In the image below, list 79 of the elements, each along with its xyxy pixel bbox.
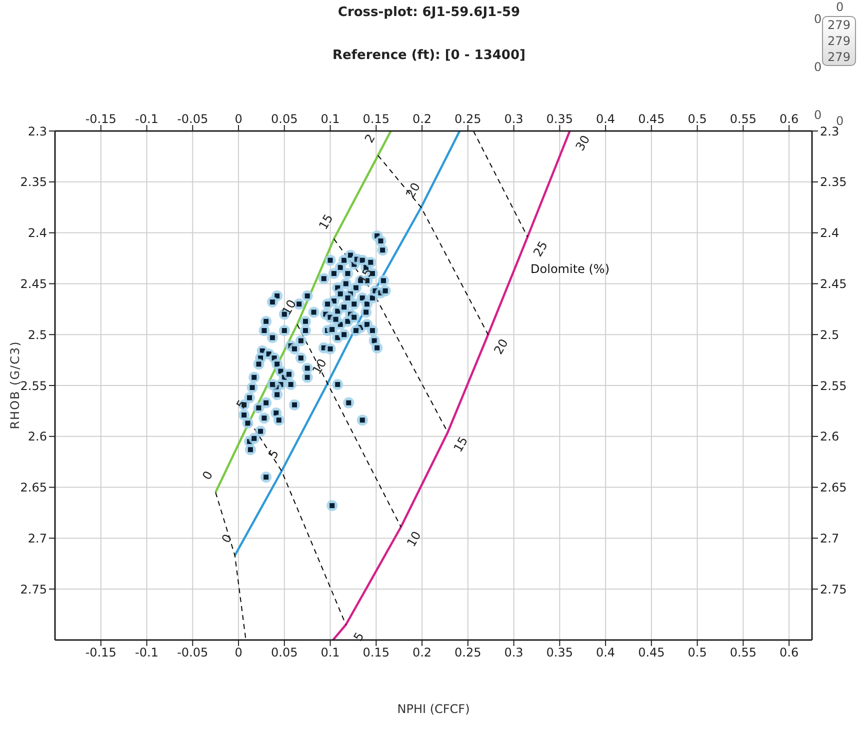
x-tick-label: 0.5 bbox=[688, 112, 707, 126]
chart-subtitle: Reference (ft): [0 - 13400] bbox=[332, 48, 526, 63]
y-tick-label: 2.6 bbox=[28, 430, 47, 444]
annotation: 5 bbox=[234, 397, 250, 411]
x2-tick-label: 0.5 bbox=[688, 646, 707, 660]
text: 279 bbox=[826, 49, 852, 65]
x-tick-label: -0.1 bbox=[135, 112, 158, 126]
annotation: 20 bbox=[491, 336, 511, 357]
y2-tick-label: 2.45 bbox=[820, 276, 847, 291]
x-tick-label: 0.25 bbox=[454, 112, 482, 126]
y2-tick-label: 2.35 bbox=[820, 175, 847, 190]
y-tick-label: 2.75 bbox=[20, 582, 47, 596]
annotation: 5 bbox=[266, 447, 282, 461]
annotation: 2 bbox=[362, 132, 378, 146]
y-tick-label: 2.45 bbox=[20, 276, 47, 291]
x-tick-label: 0.05 bbox=[271, 112, 298, 126]
annotation: 30 bbox=[572, 132, 593, 154]
x-axis-title: NPHI (CFCF) bbox=[396, 702, 471, 716]
y-tick-label: 2.65 bbox=[20, 480, 47, 495]
annotation: 10 bbox=[310, 356, 330, 377]
text: 279 bbox=[826, 17, 852, 33]
y-tick-label: 2.7 bbox=[28, 531, 47, 546]
annotation: 15 bbox=[450, 434, 471, 454]
y-tick-label: 2.3 bbox=[28, 124, 47, 138]
x2-tick-label: -0.05 bbox=[177, 646, 208, 660]
y2-tick-label: 2.7 bbox=[820, 531, 840, 546]
y2-tick-label: 2.75 bbox=[820, 582, 847, 596]
annotation: 0 bbox=[218, 532, 235, 546]
x-tick-label: 0.15 bbox=[362, 112, 390, 126]
annotation: 25 bbox=[530, 238, 550, 259]
annotation: 15 bbox=[356, 266, 376, 286]
y-axis-title: RHOB (G/C3) bbox=[8, 340, 22, 432]
y-tick-label: 2.4 bbox=[28, 226, 47, 240]
x-tick-label: -0.15 bbox=[85, 112, 116, 126]
x-tick-label: 0.4 bbox=[596, 112, 616, 126]
y2-tick-label: 2.5 bbox=[820, 328, 840, 342]
y2-tick-label: 2.3 bbox=[820, 124, 840, 138]
x2-tick-label: 0.1 bbox=[320, 646, 340, 660]
annotation: 20 bbox=[403, 180, 423, 200]
annotation: 10 bbox=[404, 528, 424, 550]
text: 0 bbox=[814, 12, 822, 26]
y2-tick-label: 2.4 bbox=[820, 226, 840, 240]
x2-tick-label: 0 bbox=[234, 646, 242, 660]
x2-tick-label: 0.3 bbox=[504, 646, 524, 660]
x-tick-label: 0.6 bbox=[780, 112, 799, 126]
line-series bbox=[214, 131, 392, 494]
x2-tick-label: 0.6 bbox=[780, 646, 799, 660]
chart-title: Cross-plot: 6J1-59.6J1-59 bbox=[338, 5, 520, 20]
x-tick-label: -0.05 bbox=[177, 112, 208, 126]
x2-tick-label: 0.15 bbox=[362, 646, 390, 660]
annotation: 15 bbox=[316, 212, 336, 232]
series-label: Dolomite (%) bbox=[530, 262, 610, 276]
x2-tick-label: 0.2 bbox=[412, 646, 432, 660]
y-tick-label: 2.5 bbox=[28, 328, 47, 342]
y-tick-label: 2.35 bbox=[20, 175, 47, 190]
text: 0 bbox=[836, 0, 844, 14]
text: 0 bbox=[814, 60, 822, 74]
x2-tick-label: 0.45 bbox=[638, 646, 665, 660]
y2-tick-label: 2.65 bbox=[820, 480, 847, 495]
y2-tick-label: 2.55 bbox=[820, 378, 847, 393]
x2-tick-label: 0.35 bbox=[546, 646, 574, 660]
x2-tick-label: -0.15 bbox=[85, 646, 116, 660]
x-tick-label: 0.1 bbox=[320, 112, 340, 126]
x-tick-label: 0 bbox=[234, 112, 242, 126]
x-tick-label: 0.3 bbox=[504, 112, 524, 126]
x2-tick-label: 0.4 bbox=[596, 646, 616, 660]
x-tick-label: 0.55 bbox=[730, 112, 757, 126]
x2-tick-label: 0.05 bbox=[271, 646, 298, 660]
text: 279 bbox=[826, 33, 852, 49]
x-tick-label: 0.2 bbox=[412, 112, 432, 126]
y2-tick-label: 2.6 bbox=[820, 430, 840, 444]
x2-tick-label: -0.1 bbox=[135, 646, 158, 660]
annotation: 10 bbox=[279, 297, 300, 318]
y-tick-label: 2.55 bbox=[20, 378, 47, 393]
annotation: 0 bbox=[200, 468, 216, 482]
x-tick-label: 0.35 bbox=[546, 112, 574, 126]
x2-tick-label: 0.25 bbox=[454, 646, 482, 660]
x2-tick-label: 0.55 bbox=[730, 646, 757, 660]
x-tick-label: 0.45 bbox=[638, 112, 665, 126]
